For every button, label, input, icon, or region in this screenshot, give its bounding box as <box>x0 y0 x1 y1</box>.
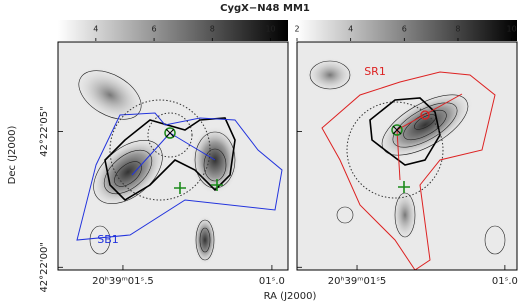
colorbar-tick-label: 6 <box>402 25 407 34</box>
y-tick-label: 42°22'00" <box>39 242 50 293</box>
colorbar-tick-label: 10 <box>507 25 517 34</box>
colorbar <box>297 20 517 41</box>
x-tick-label: 01ˢ.0 <box>259 276 285 287</box>
y-axis-label: Dec (J2000) <box>7 126 18 185</box>
x-tick-label: 20ʰ39ᵐ01ˢ5 <box>328 276 387 287</box>
colorbar-tick-label: 6 <box>152 25 157 34</box>
colorbar-tick-label: 8 <box>210 25 215 34</box>
annotation: SB1 <box>97 233 119 246</box>
panel-image <box>58 42 288 270</box>
title: CygX−N48 MM1 <box>220 3 310 14</box>
colorbar-tick-label: 4 <box>93 25 98 34</box>
colorbar <box>58 20 288 41</box>
colorbar-tick-label: 8 <box>455 25 460 34</box>
panel-image <box>297 42 517 270</box>
y-tick-label: 42°22'05" <box>39 106 50 157</box>
x-tick-label: 01ˢ.0 <box>492 276 518 287</box>
x-tick-label: 20ʰ39ᵐ01ˢ.5 <box>92 276 154 287</box>
colorbar-tick-label: 10 <box>265 25 275 34</box>
panel-frame <box>296 41 518 271</box>
annotation: SR1 <box>364 65 386 78</box>
panel-frame <box>57 41 289 271</box>
colorbar-tick-label: 2 <box>294 25 299 34</box>
x-axis-label: RA (J2000) <box>264 291 317 302</box>
colorbar-tick-label: 4 <box>348 25 353 34</box>
